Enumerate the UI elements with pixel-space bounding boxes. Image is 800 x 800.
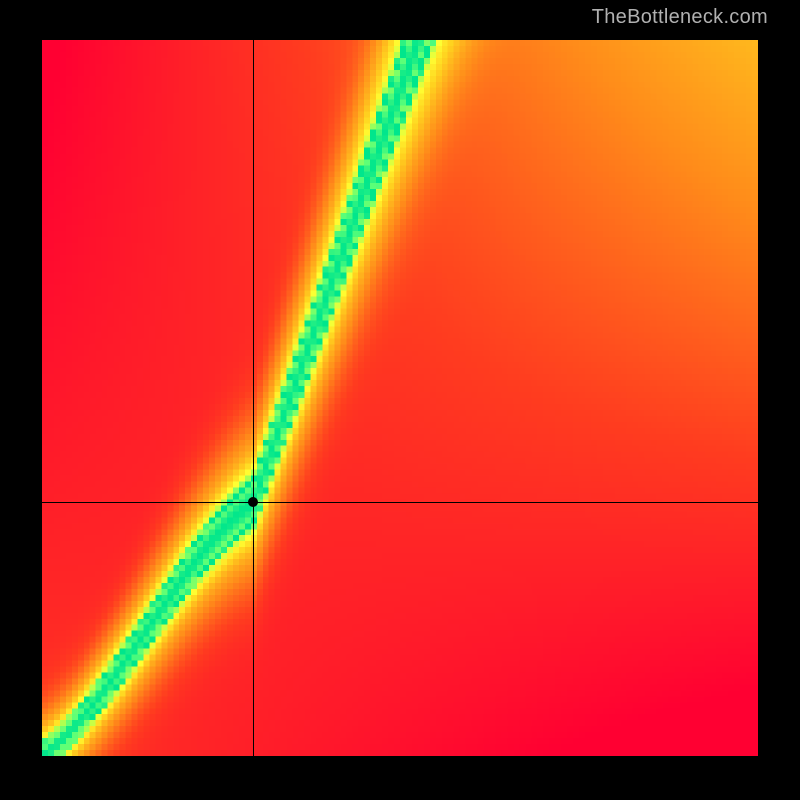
crosshair-vertical bbox=[253, 40, 254, 756]
heatmap-canvas bbox=[42, 40, 758, 756]
marker-point bbox=[248, 497, 258, 507]
crosshair-horizontal bbox=[42, 502, 758, 503]
heatmap-chart bbox=[42, 40, 758, 756]
watermark-text: TheBottleneck.com bbox=[592, 6, 768, 29]
